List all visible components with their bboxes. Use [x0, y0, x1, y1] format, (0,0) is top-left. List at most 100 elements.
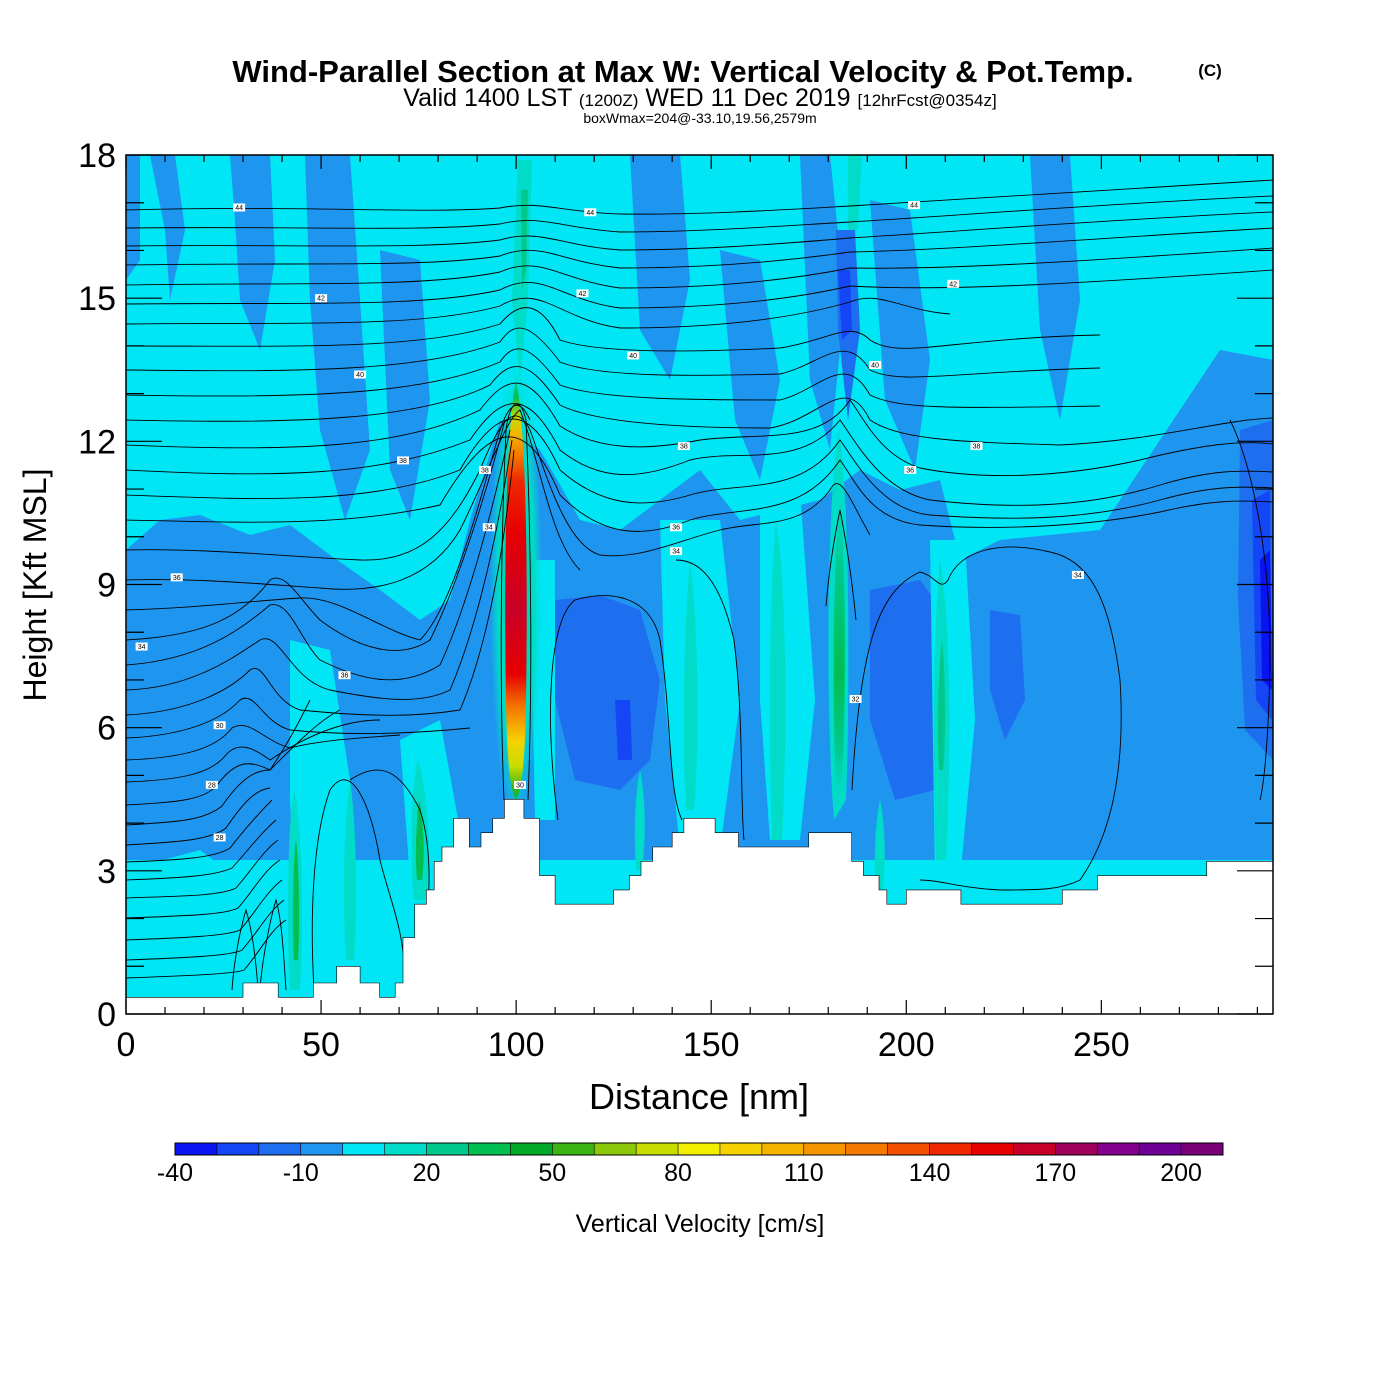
colorbar-swatch [468, 1143, 511, 1155]
theta-contour [500, 403, 532, 801]
colorbar-swatch [636, 1143, 679, 1155]
theta-label-box [135, 642, 148, 651]
theta-label: 30 [216, 723, 224, 730]
colorbar-swatch [1181, 1143, 1224, 1155]
theta-label: 44 [586, 210, 594, 217]
theta-contour [126, 415, 871, 561]
theta-label: 34 [485, 525, 493, 532]
x-axis-tick-labels: 0 50 100 150 200 250 [117, 1026, 1130, 1064]
colorbar-swatch [342, 1143, 385, 1155]
x-tick-label: 200 [878, 1026, 935, 1064]
colorbar-swatch [1013, 1143, 1056, 1155]
y-tick-label: 9 [97, 567, 116, 605]
box-wmax: boxWmax=204@-33.10,19.56,2579m [583, 110, 816, 126]
y-axis-tick-labels: 0 3 6 9 12 15 18 [78, 137, 116, 1034]
theta-contour [126, 348, 1101, 408]
y-tick-label: 12 [78, 423, 116, 461]
theta-label-box [947, 279, 960, 288]
theta-label: 38 [481, 467, 489, 474]
theta-contour [550, 595, 683, 821]
updraft-streak-44-core [292, 840, 300, 960]
y-tick-label: 6 [97, 710, 116, 748]
updraft-streak-145 [683, 560, 698, 810]
colorbar-swatch [761, 1143, 805, 1155]
downdraft-core-9 [615, 700, 632, 760]
theta-label: 36 [906, 467, 914, 474]
x-tick-label: 100 [488, 1026, 545, 1064]
x-tick-label: 150 [683, 1026, 740, 1064]
theta-contour [126, 227, 1273, 269]
colorbar-tick-labels: -40 -10 20 50 80 110 140 170 200 [157, 1159, 1202, 1187]
theta-label: 34 [672, 549, 680, 556]
y-tick-label: 18 [78, 137, 116, 175]
theta-label: 42 [317, 296, 325, 303]
downdraft-core-1 [555, 595, 660, 790]
colorbar-swatch [845, 1143, 888, 1155]
colorbar-swatch [719, 1143, 763, 1155]
colorbar-swatch [803, 1143, 847, 1155]
theta-contours [126, 179, 1273, 991]
theta-label-box [315, 294, 328, 303]
x-axis-label: Distance [nm] [589, 1076, 809, 1117]
colorbar-swatch [175, 1143, 218, 1155]
theta-label-box [904, 465, 917, 474]
title-block: Wind-Parallel Section at Max W: Vertical… [232, 54, 1221, 126]
theta-contour [126, 787, 271, 846]
theta-contour [126, 211, 1273, 251]
x-tick-label: 0 [117, 1026, 136, 1064]
theta-label-box [338, 671, 351, 680]
theta-contour [126, 307, 1101, 352]
theta-label-box [233, 203, 246, 212]
valid-prefix: Valid 1400 LST [403, 84, 572, 112]
theta-contour [126, 429, 511, 681]
downdraft-core-4 [990, 610, 1025, 740]
theta-label: 38 [680, 444, 688, 451]
theta-contour [126, 247, 1273, 289]
theta-label-box [213, 721, 226, 730]
theta-label-box [354, 370, 367, 379]
theta-label: 32 [852, 697, 860, 704]
valid-date: WED 11 Dec 2019 [645, 84, 850, 112]
plot-area [126, 155, 1273, 1014]
theta-label-box [670, 547, 683, 556]
x-tick-label: 50 [302, 1026, 340, 1064]
theta-label-box [677, 442, 690, 451]
theta-contour [126, 697, 471, 739]
theta-label-box [170, 573, 183, 582]
theta-contour [126, 195, 1273, 233]
updraft-streak-210-core [937, 640, 946, 770]
theta-label-box [670, 523, 683, 532]
theta-label: 40 [871, 362, 879, 369]
upper-blue-streak-10 [126, 155, 140, 280]
theta-label-box [849, 695, 862, 704]
theta-label: 44 [910, 203, 918, 210]
theta-contour [825, 509, 857, 621]
theta-contour [851, 546, 1122, 891]
colorbar-swatch [300, 1143, 343, 1155]
theta-contour [126, 436, 1273, 532]
theta-contour [126, 725, 401, 761]
updraft-streak-60 [343, 780, 357, 960]
updraft-streak-170 [769, 520, 786, 840]
theta-contour [126, 719, 381, 783]
valid-utc: (1200Z) [579, 91, 639, 110]
theta-contour [675, 559, 745, 841]
theta-label: 42 [949, 281, 957, 288]
colorbar-tick-label: 110 [784, 1159, 824, 1187]
theta-label-box [1071, 570, 1084, 579]
colorbar-swatch [887, 1143, 930, 1155]
upper-updraft-plume-2 [848, 155, 862, 230]
colorbar-tick-label: 20 [413, 1159, 441, 1187]
theta-contour [126, 699, 311, 826]
theta-contour [126, 799, 273, 863]
colorbar-swatch [1097, 1143, 1140, 1155]
upper-blue-streak-6 [720, 250, 780, 480]
theta-contour [126, 709, 341, 806]
y-tick-label: 15 [78, 280, 116, 318]
lowlevel-cyan-4 [660, 520, 740, 850]
theta-contour [126, 819, 277, 881]
theta-contour [126, 366, 1273, 446]
theta-contour [126, 899, 285, 961]
colorbar-tick-label: 200 [1160, 1159, 1202, 1187]
colorbar-swatch [1139, 1143, 1182, 1155]
